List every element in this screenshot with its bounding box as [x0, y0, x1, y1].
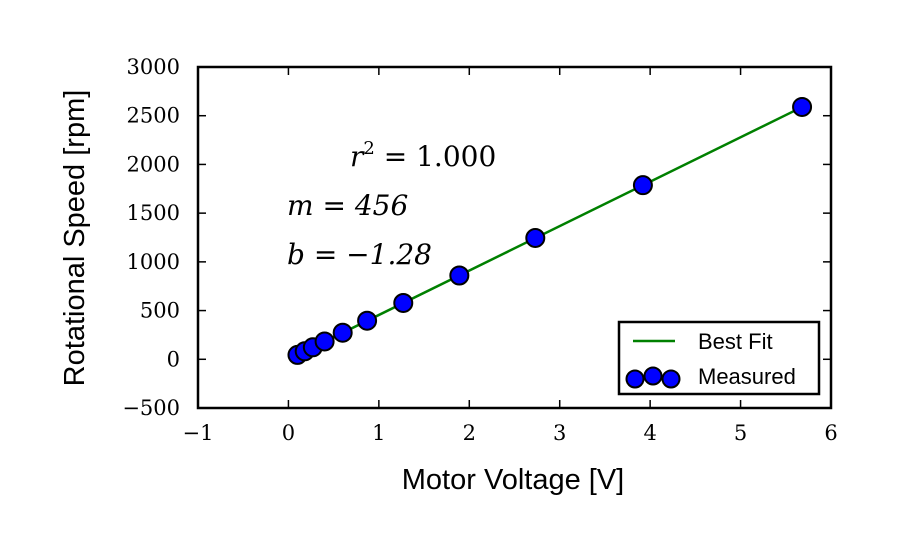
y-tick-labels: −500 0 500 1000 1500 2000 2500 3000: [122, 55, 180, 420]
y-tick-label: 1500: [127, 201, 180, 225]
measured-point: [314, 331, 335, 352]
y-tick-label: 1000: [127, 250, 180, 274]
measured-point: [357, 310, 378, 331]
plot-frame: [196, 65, 833, 410]
measured-point: [632, 175, 653, 196]
measured-point: [332, 322, 353, 343]
chart-marks: [287, 96, 813, 365]
x-tick-labels: −1 0 1 2 3 4 5 6: [183, 421, 838, 445]
x-tick-label: 0: [282, 421, 295, 445]
y-tick-label: 2000: [127, 152, 180, 176]
legend-label-measured: Measured: [698, 364, 796, 389]
measured-point: [449, 265, 470, 286]
annotation-r-squared: r2 = 1.000: [350, 138, 496, 173]
x-tick-label: −1: [183, 421, 214, 445]
x-tick-label: 5: [734, 421, 747, 445]
y-tick-label: −500: [122, 396, 180, 420]
axis-ticks: [197, 66, 832, 409]
measured-point: [393, 292, 414, 313]
y-tick-label: 500: [140, 299, 180, 323]
measured-point: [525, 227, 546, 248]
legend-label-best-fit: Best Fit: [698, 329, 773, 354]
x-tick-label: 1: [372, 421, 385, 445]
best-fit-line: [296, 105, 803, 357]
annotation-slope: m = 456: [287, 189, 408, 222]
legend: Best Fit Measured: [617, 320, 821, 396]
legend-marker-3: [661, 369, 681, 389]
y-axis-label: Rotational Speed [rpm]: [59, 90, 91, 387]
x-tick-label: 4: [643, 421, 656, 445]
y-tick-label: 0: [167, 347, 180, 371]
x-axis-label: Motor Voltage [V]: [402, 464, 624, 496]
measured-point: [792, 96, 813, 117]
measured-points: [287, 96, 813, 365]
y-tick-label: 3000: [127, 55, 180, 79]
y-tick-label: 2500: [127, 104, 180, 128]
annotation-intercept: b = −1.28: [287, 238, 432, 271]
x-tick-label: 3: [553, 421, 566, 445]
x-tick-label: 2: [463, 421, 476, 445]
legend-marker-1: [625, 369, 645, 389]
legend-marker-2: [643, 366, 663, 386]
x-tick-label: 6: [824, 421, 837, 445]
